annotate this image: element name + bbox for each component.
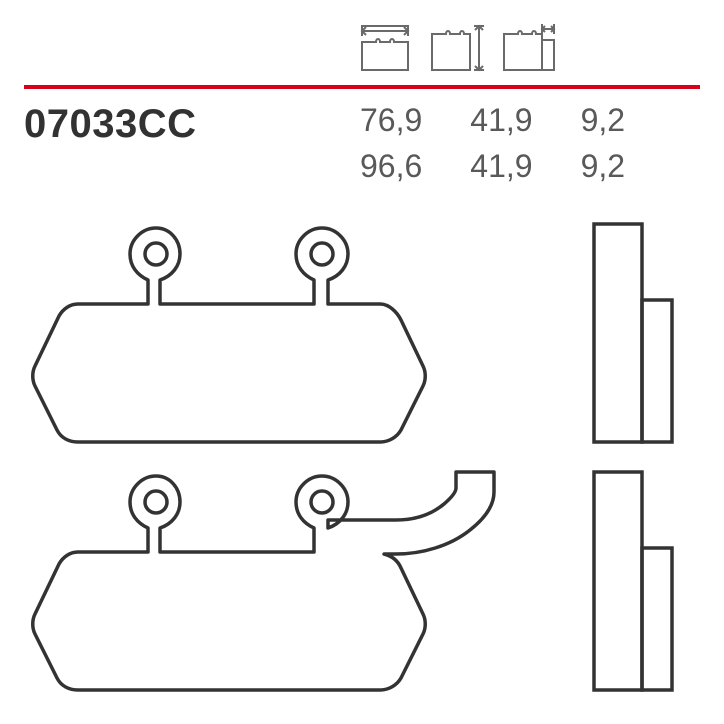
spec-thick-2: 9,2 bbox=[581, 148, 641, 185]
spec-height-2: 41,9 bbox=[470, 148, 532, 185]
accent-divider bbox=[24, 85, 700, 89]
spec-row-1: 07033CC 76,9 41,9 9,2 bbox=[24, 102, 700, 147]
spec-width-1: 76,9 bbox=[360, 102, 422, 139]
height-dimension-icon bbox=[428, 18, 486, 74]
technical-drawing-area bbox=[24, 208, 700, 700]
pad-a-front bbox=[33, 228, 426, 442]
spec-width-2: 96,6 bbox=[360, 148, 422, 185]
width-dimension-icon bbox=[356, 18, 414, 74]
part-code: 07033CC bbox=[24, 102, 197, 147]
pad-a-side bbox=[594, 224, 672, 442]
spec-height-1: 41,9 bbox=[470, 102, 532, 139]
pad-b-side bbox=[594, 472, 672, 690]
thickness-dimension-icon bbox=[500, 18, 558, 74]
spec-thick-1: 9,2 bbox=[581, 102, 641, 139]
dimension-icons-row bbox=[356, 18, 558, 74]
pad-b-front bbox=[33, 472, 494, 690]
